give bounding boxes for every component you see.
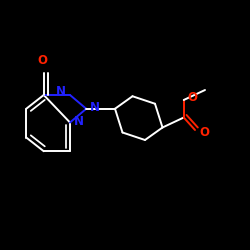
Text: N: N xyxy=(56,85,66,98)
Text: N: N xyxy=(74,115,84,128)
Text: O: O xyxy=(200,126,209,139)
Text: O: O xyxy=(187,91,197,104)
Text: N: N xyxy=(90,101,100,114)
Text: O: O xyxy=(37,54,47,68)
